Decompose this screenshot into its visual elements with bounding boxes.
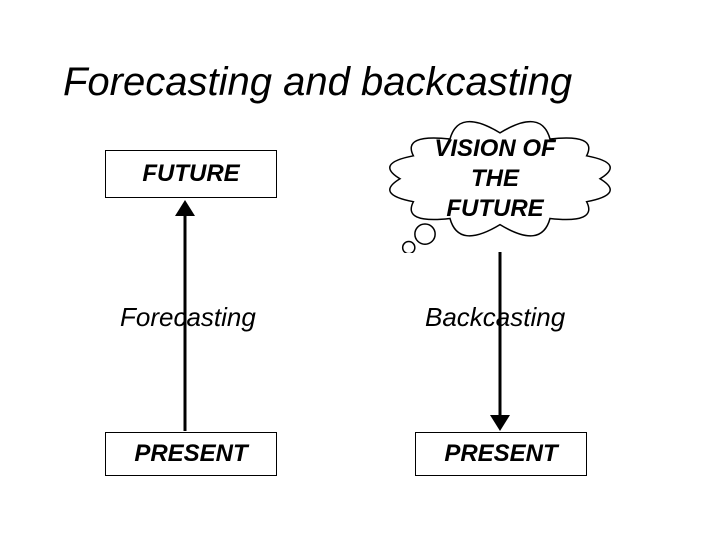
backcasting-arrow bbox=[487, 240, 513, 443]
present-box-right-label: PRESENT bbox=[444, 440, 557, 468]
present-box-left-label: PRESENT bbox=[134, 440, 247, 468]
slide-title: Forecasting and backcasting bbox=[63, 60, 572, 105]
backcasting-label: Backcasting bbox=[425, 302, 565, 333]
present-box-left: PRESENT bbox=[105, 432, 277, 476]
forecasting-label: Forecasting bbox=[120, 302, 256, 333]
vision-cloud: VISION OFTHEFUTURE bbox=[370, 118, 620, 253]
present-box-right: PRESENT bbox=[415, 432, 587, 476]
vision-cloud-label: VISION OFTHEFUTURE bbox=[370, 134, 620, 224]
future-box-label: FUTURE bbox=[142, 160, 239, 188]
